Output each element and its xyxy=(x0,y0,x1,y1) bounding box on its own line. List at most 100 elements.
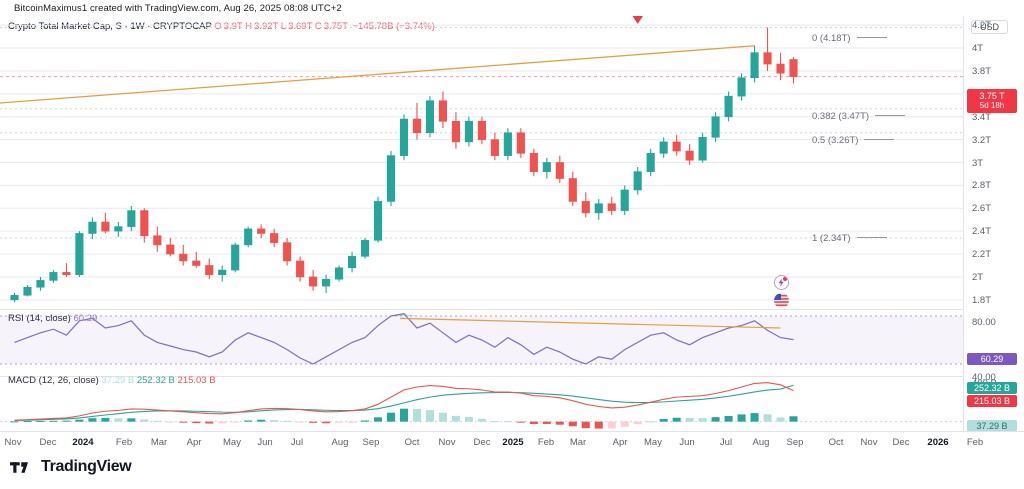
open-label: O xyxy=(214,21,222,32)
time-tick: Nov xyxy=(860,437,878,448)
fib-level-label[interactable]: 0.382 (3.47T) xyxy=(812,111,906,122)
price-tick: 2.6T xyxy=(972,203,992,215)
fib-level-text: 1 (2.34T) xyxy=(812,233,851,244)
time-tick: Sep xyxy=(362,437,380,448)
fib-level-text: 0.5 (3.26T) xyxy=(812,135,859,146)
macd-pane[interactable] xyxy=(0,378,963,431)
time-tick: Jun xyxy=(679,437,695,448)
notification-dot xyxy=(783,277,787,281)
price-axis[interactable]: USD 4.2T4T3.8T3.6T3.4T3.2T3T2.8T2.6T2.4T… xyxy=(963,16,1024,432)
pane-divider-rsi xyxy=(0,309,963,310)
time-tick: May xyxy=(223,437,241,448)
price-pane[interactable] xyxy=(0,16,963,309)
fib-level-line xyxy=(864,138,895,140)
price-tick: 1.8T xyxy=(972,294,992,306)
fib-level-line xyxy=(875,114,906,116)
time-tick: Jul xyxy=(719,437,733,448)
time-tick: 2025 xyxy=(502,437,524,448)
time-tick: Dec xyxy=(892,437,910,448)
open-value: 3.9T xyxy=(223,21,243,32)
time-tick: Oct xyxy=(828,437,844,448)
currency-selector[interactable]: USD xyxy=(971,20,1009,34)
time-tick: Feb xyxy=(115,437,133,448)
chart-legend: Crypto Total Market Cap, S · 1W · CRYPTO… xyxy=(8,21,435,32)
macd-line-value: 215.03 B xyxy=(177,375,216,386)
rsi-value-badge[interactable]: 60.29 xyxy=(967,353,1017,365)
macd-series xyxy=(0,382,963,429)
macd-line-badge[interactable]: 215.03 B xyxy=(967,395,1017,407)
low-label: L xyxy=(280,21,287,32)
time-tick: Oct xyxy=(404,437,420,448)
macd-signal-value: 252.32 B xyxy=(136,375,175,386)
time-tick: Apr xyxy=(612,437,628,448)
price-tick: 4T xyxy=(972,43,984,55)
rsi-pane[interactable] xyxy=(0,310,963,376)
pane-divider-macd xyxy=(0,376,963,377)
fib-level-label[interactable]: 0.5 (3.26T) xyxy=(812,135,895,146)
fib-level-line xyxy=(856,36,887,38)
high-value: 3.92T xyxy=(254,21,279,32)
candlestick-series xyxy=(0,16,963,303)
time-tick: Nov xyxy=(4,437,22,448)
price-tick: 3.8T xyxy=(972,65,992,77)
macd-title-text: MACD (12, 26, close) xyxy=(8,375,99,386)
price-tick: 3T xyxy=(972,157,984,169)
macd-title[interactable]: MACD (12, 26, close) 37.29 B 252.32 B 21… xyxy=(8,375,216,386)
price-tick: 3.2T xyxy=(972,134,992,146)
fib-level-line xyxy=(856,236,887,238)
fib-level-label[interactable]: 1 (2.34T) xyxy=(812,233,887,244)
macd-hist-badge[interactable]: 37.29 B xyxy=(967,420,1017,432)
current-price-value: 3.75 T xyxy=(979,91,1005,101)
time-tick: Dec xyxy=(39,437,57,448)
rsi-title-value: 60.29 xyxy=(73,313,98,324)
price-tick: 2.2T xyxy=(972,249,992,261)
high-label: H xyxy=(245,21,253,32)
macd-hist-value: 37.29 B xyxy=(101,375,135,386)
rsi-title-text: RSI (14, close) xyxy=(8,313,71,324)
time-tick: Apr xyxy=(186,437,202,448)
time-tick: Nov xyxy=(438,437,456,448)
time-tick: Sep xyxy=(786,437,804,448)
time-tick: Aug xyxy=(752,437,770,448)
fib-level-text: 0 (4.18T) xyxy=(812,33,851,44)
us-flag-icon[interactable] xyxy=(774,293,789,308)
rsi-title[interactable]: RSI (14, close) 60.29 xyxy=(8,313,97,324)
tradingview-footer[interactable]: TradingView xyxy=(10,458,132,476)
time-tick: Aug xyxy=(331,437,349,448)
indicator-tick: 80.00 xyxy=(972,317,996,328)
time-axis[interactable]: Nov Dec 2024 Feb Mar Apr May Jun Jul Aug Sep Oct Nov… xyxy=(0,431,1024,453)
time-tick: Feb xyxy=(966,437,984,448)
attribution-text: BitcoinMaximus1 created with TradingView… xyxy=(14,3,342,14)
flash-icon[interactable] xyxy=(774,275,789,290)
time-tick: Mar xyxy=(150,437,168,448)
price-tick: 2.8T xyxy=(972,180,992,192)
price-tick: 2T xyxy=(972,271,984,283)
time-tick: Jun xyxy=(257,437,273,448)
time-tick: Jul xyxy=(290,437,304,448)
time-tick: Feb xyxy=(537,437,555,448)
tradingview-wordmark: TradingView xyxy=(41,458,132,475)
time-tick: May xyxy=(644,437,662,448)
price-tick: 2.4T xyxy=(972,226,992,238)
plot-area[interactable] xyxy=(0,16,963,431)
change-value: −145.78B (−3.74%) xyxy=(352,21,435,32)
tradingview-logo-icon xyxy=(10,461,28,473)
time-tick: 2024 xyxy=(72,437,94,448)
fib-level-text: 0.382 (3.47T) xyxy=(812,111,870,122)
rsi-series xyxy=(0,312,963,365)
time-tick: Dec xyxy=(473,437,491,448)
low-value: 3.69T xyxy=(288,21,313,32)
current-price-badge[interactable]: 3.75 T 5d 18h xyxy=(967,89,1017,113)
bar-countdown: 5d 18h xyxy=(979,101,1005,111)
close-label: C xyxy=(314,21,322,32)
indicator-tick: 40.00 xyxy=(972,372,996,383)
macd-signal-badge[interactable]: 252.32 B xyxy=(967,382,1017,394)
time-tick: Mar xyxy=(569,437,587,448)
time-tick: 2026 xyxy=(927,437,949,448)
symbol-title[interactable]: Crypto Total Market Cap, S · 1W · CRYPTO… xyxy=(8,21,212,32)
fib-level-label[interactable]: 0 (4.18T) xyxy=(812,33,887,44)
price-tick: 3.4T xyxy=(972,111,992,123)
close-value: 3.75T xyxy=(323,21,348,32)
price-tick: 4.2T xyxy=(972,20,992,32)
